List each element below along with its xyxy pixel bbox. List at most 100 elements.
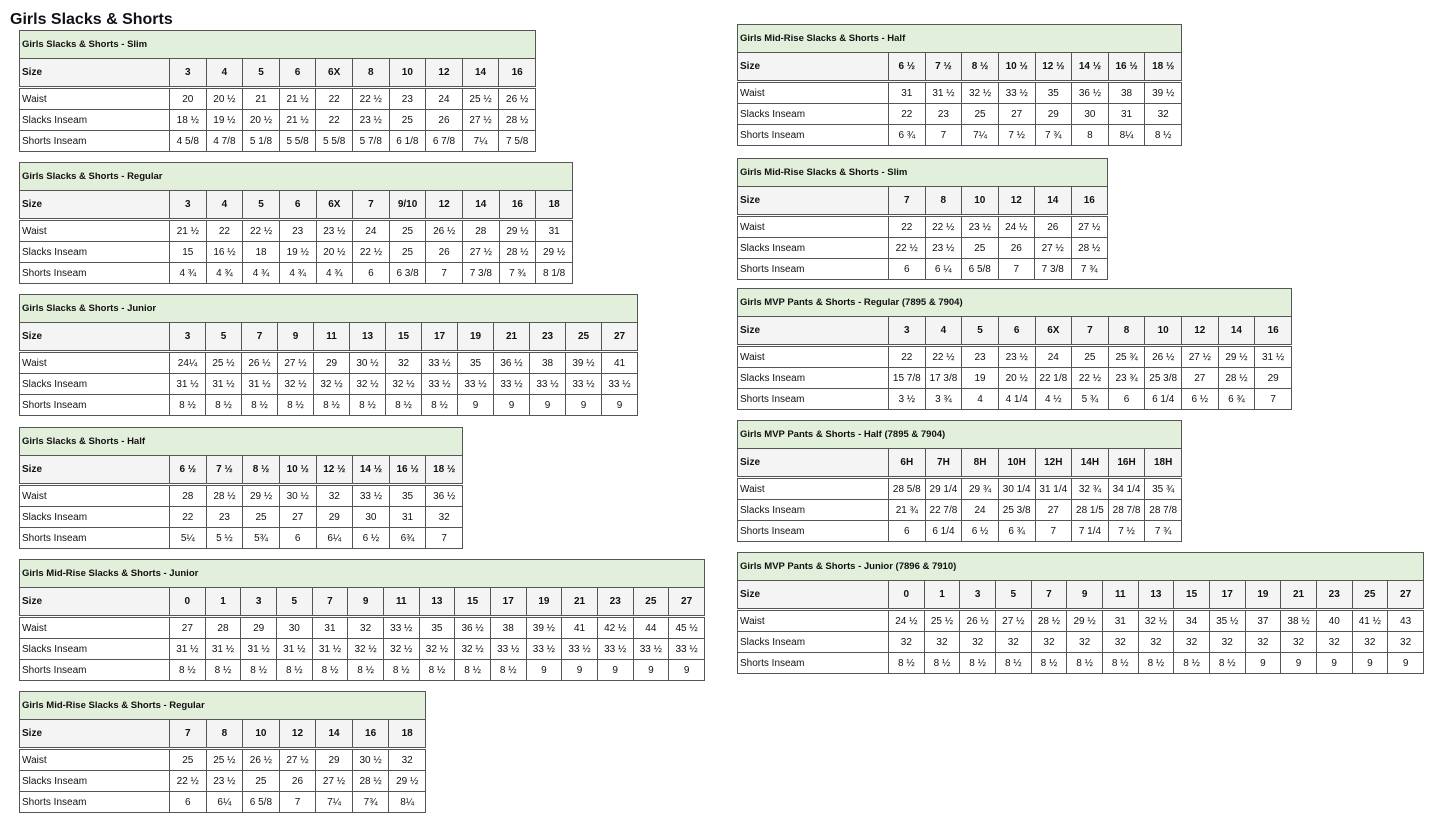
waist-cell: 39 ½ [1144,81,1182,104]
size-header-cell: 7 [352,190,390,221]
shorts-cell: 6 [888,258,926,280]
shorts-cell: 8 ½ [1173,652,1210,674]
shorts-cell: 7¾ [351,791,390,813]
table-title-row: Girls MVP Pants & Shorts - Junior (7896 … [737,552,1424,581]
slacks-cell: 29 ½ [388,770,426,792]
shorts-cell: 8 ½ [204,659,242,681]
row-label: Size [737,448,889,479]
slacks-cell: 22 [169,506,207,528]
waist-cell: 30 1/4 [997,477,1036,500]
table-title-row: Girls Mid-Rise Slacks & Shorts - Half [737,24,1182,53]
size-header-cell: 10 [242,719,280,750]
size-table: Girls MVP Pants & Shorts - Half (7895 & … [737,420,1182,542]
slacks-cell: 21 ½ [278,109,317,131]
shorts-cell: 8 ½ [1066,652,1103,674]
waist-cell: 23 ½ [997,345,1036,368]
table-title: Girls MVP Pants & Shorts - Half (7895 & … [737,420,1182,449]
slacks-cell: 33 ½ [489,638,527,660]
shorts-cell: 8 ½ [205,394,242,416]
shorts-cell: 9 [493,394,530,416]
shorts-cell: 9 [561,659,598,681]
row-label: Size [737,52,889,83]
slacks-cell: 25 [388,241,427,263]
shorts-cell: 8 ½ [1101,652,1139,674]
row-label: Shorts Inseam [19,262,170,284]
size-header-cell: 4 [205,190,244,221]
waist-cell: 23 ½ [315,219,354,242]
slacks-cell: 22 1/8 [1034,367,1073,389]
slacks-cell: 22 7/8 [924,499,963,521]
waist-cell: 30 ½ [351,748,390,771]
waist-cell: 35 [1034,81,1073,104]
shorts-cell: 6 [888,520,926,542]
table-title-row: Girls MVP Pants & Shorts - Half (7895 & … [737,420,1182,449]
waist-cell: 31 [1101,609,1139,632]
row-label: Waist [19,87,170,110]
waist-cell: 35 ¾ [1144,477,1182,500]
waist-cell: 21 ½ [169,219,207,242]
slacks-cell: 33 ½ [493,373,530,395]
slacks-cell: 28 1/5 [1071,499,1109,521]
shorts-cell: 4 ¾ [169,262,207,284]
waist-cell: 32 [315,484,354,507]
row-label: Shorts Inseam [19,659,170,681]
shorts-cell: 8 ½ [454,659,491,681]
waist-cell: 37 [1244,609,1282,632]
table-row-slacks: Slacks Inseam 32 32 32 32 32 32 32 32 32 32 32 32 32 3… [737,631,1424,653]
shorts-cell: 7 3/8 [462,262,500,284]
size-header-cell: 11 [382,587,420,618]
size-header-cell: 21 [1280,580,1317,611]
size-header-cell: 5 [242,58,280,89]
waist-cell: 45 ½ [668,616,705,639]
waist-cell: 29 ½ [1217,345,1256,368]
size-header-cell: 5 [275,587,313,618]
size-row-size: Size 3 4 5 6 6X 7 8 10 12 14 16 [737,316,1292,347]
row-label: Shorts Inseam [737,388,889,410]
size-row-size: Size 3 4 5 6 6X 8 10 12 14 16 [19,58,536,89]
table-title-row: Girls Slacks & Shorts - Slim [19,30,536,59]
size-header-cell: 27 [668,587,705,618]
row-label: Shorts Inseam [737,652,889,674]
size-header-cell: 10 [961,186,999,217]
table-title-row: Girls Slacks & Shorts - Half [19,427,463,456]
size-header-cell: 1 [923,580,961,611]
waist-cell: 41 ½ [1351,609,1389,632]
row-label: Size [19,455,170,486]
size-header-cell: 5 [994,580,1032,611]
waist-cell: 29 1/4 [924,477,963,500]
slacks-cell: 31 ½ [240,638,277,660]
size-header-cell: 14H [1071,448,1109,479]
slacks-cell: 33 ½ [601,373,638,395]
table-row-slacks: Slacks Inseam 15 16 ½ 18 19 ½ 20 ½ 22 ½ 25 26 27 … [19,241,573,263]
shorts-cell: 7¼ [315,791,353,813]
slacks-cell: 23 ½ [205,770,244,792]
size-row-size: Size 0 1 3 5 7 9 11 13 15 17 19 21 23 25 27 [737,580,1424,611]
waist-cell: 24 [425,87,463,110]
size-header-cell: 12 [425,190,463,221]
size-row-size: Size 3 4 5 6 6X 7 9/10 12 14 16 18 [19,190,573,221]
waist-cell: 32 ½ [961,81,999,104]
shorts-cell: 9 [1315,652,1353,674]
waist-cell: 28 ½ [1030,609,1068,632]
slacks-cell: 32 [1387,631,1424,653]
shorts-cell: 4 1/4 [997,388,1036,410]
slacks-cell: 27 ½ [315,770,353,792]
table-title: Girls Slacks & Shorts - Half [19,427,463,456]
shorts-cell: 8 ½ [349,394,386,416]
waist-cell: 26 [1034,215,1072,238]
shorts-cell: 9 [601,394,638,416]
shorts-cell: 4 [961,388,999,410]
table-row-waist: Waist 28 5/8 29 1/4 29 ¾ 30 1/4 31 1/4 32 ¾ 34 … [737,477,1182,500]
shorts-cell: 7 [997,258,1035,280]
waist-cell: 25 ½ [461,87,500,110]
row-label: Slacks Inseam [19,109,170,131]
size-header-cell: 3 [888,316,926,347]
slacks-cell: 23 ½ [924,237,962,259]
waist-cell: 24 [1034,345,1073,368]
waist-cell: 31 [535,219,573,242]
slacks-cell: 33 ½ [457,373,494,395]
